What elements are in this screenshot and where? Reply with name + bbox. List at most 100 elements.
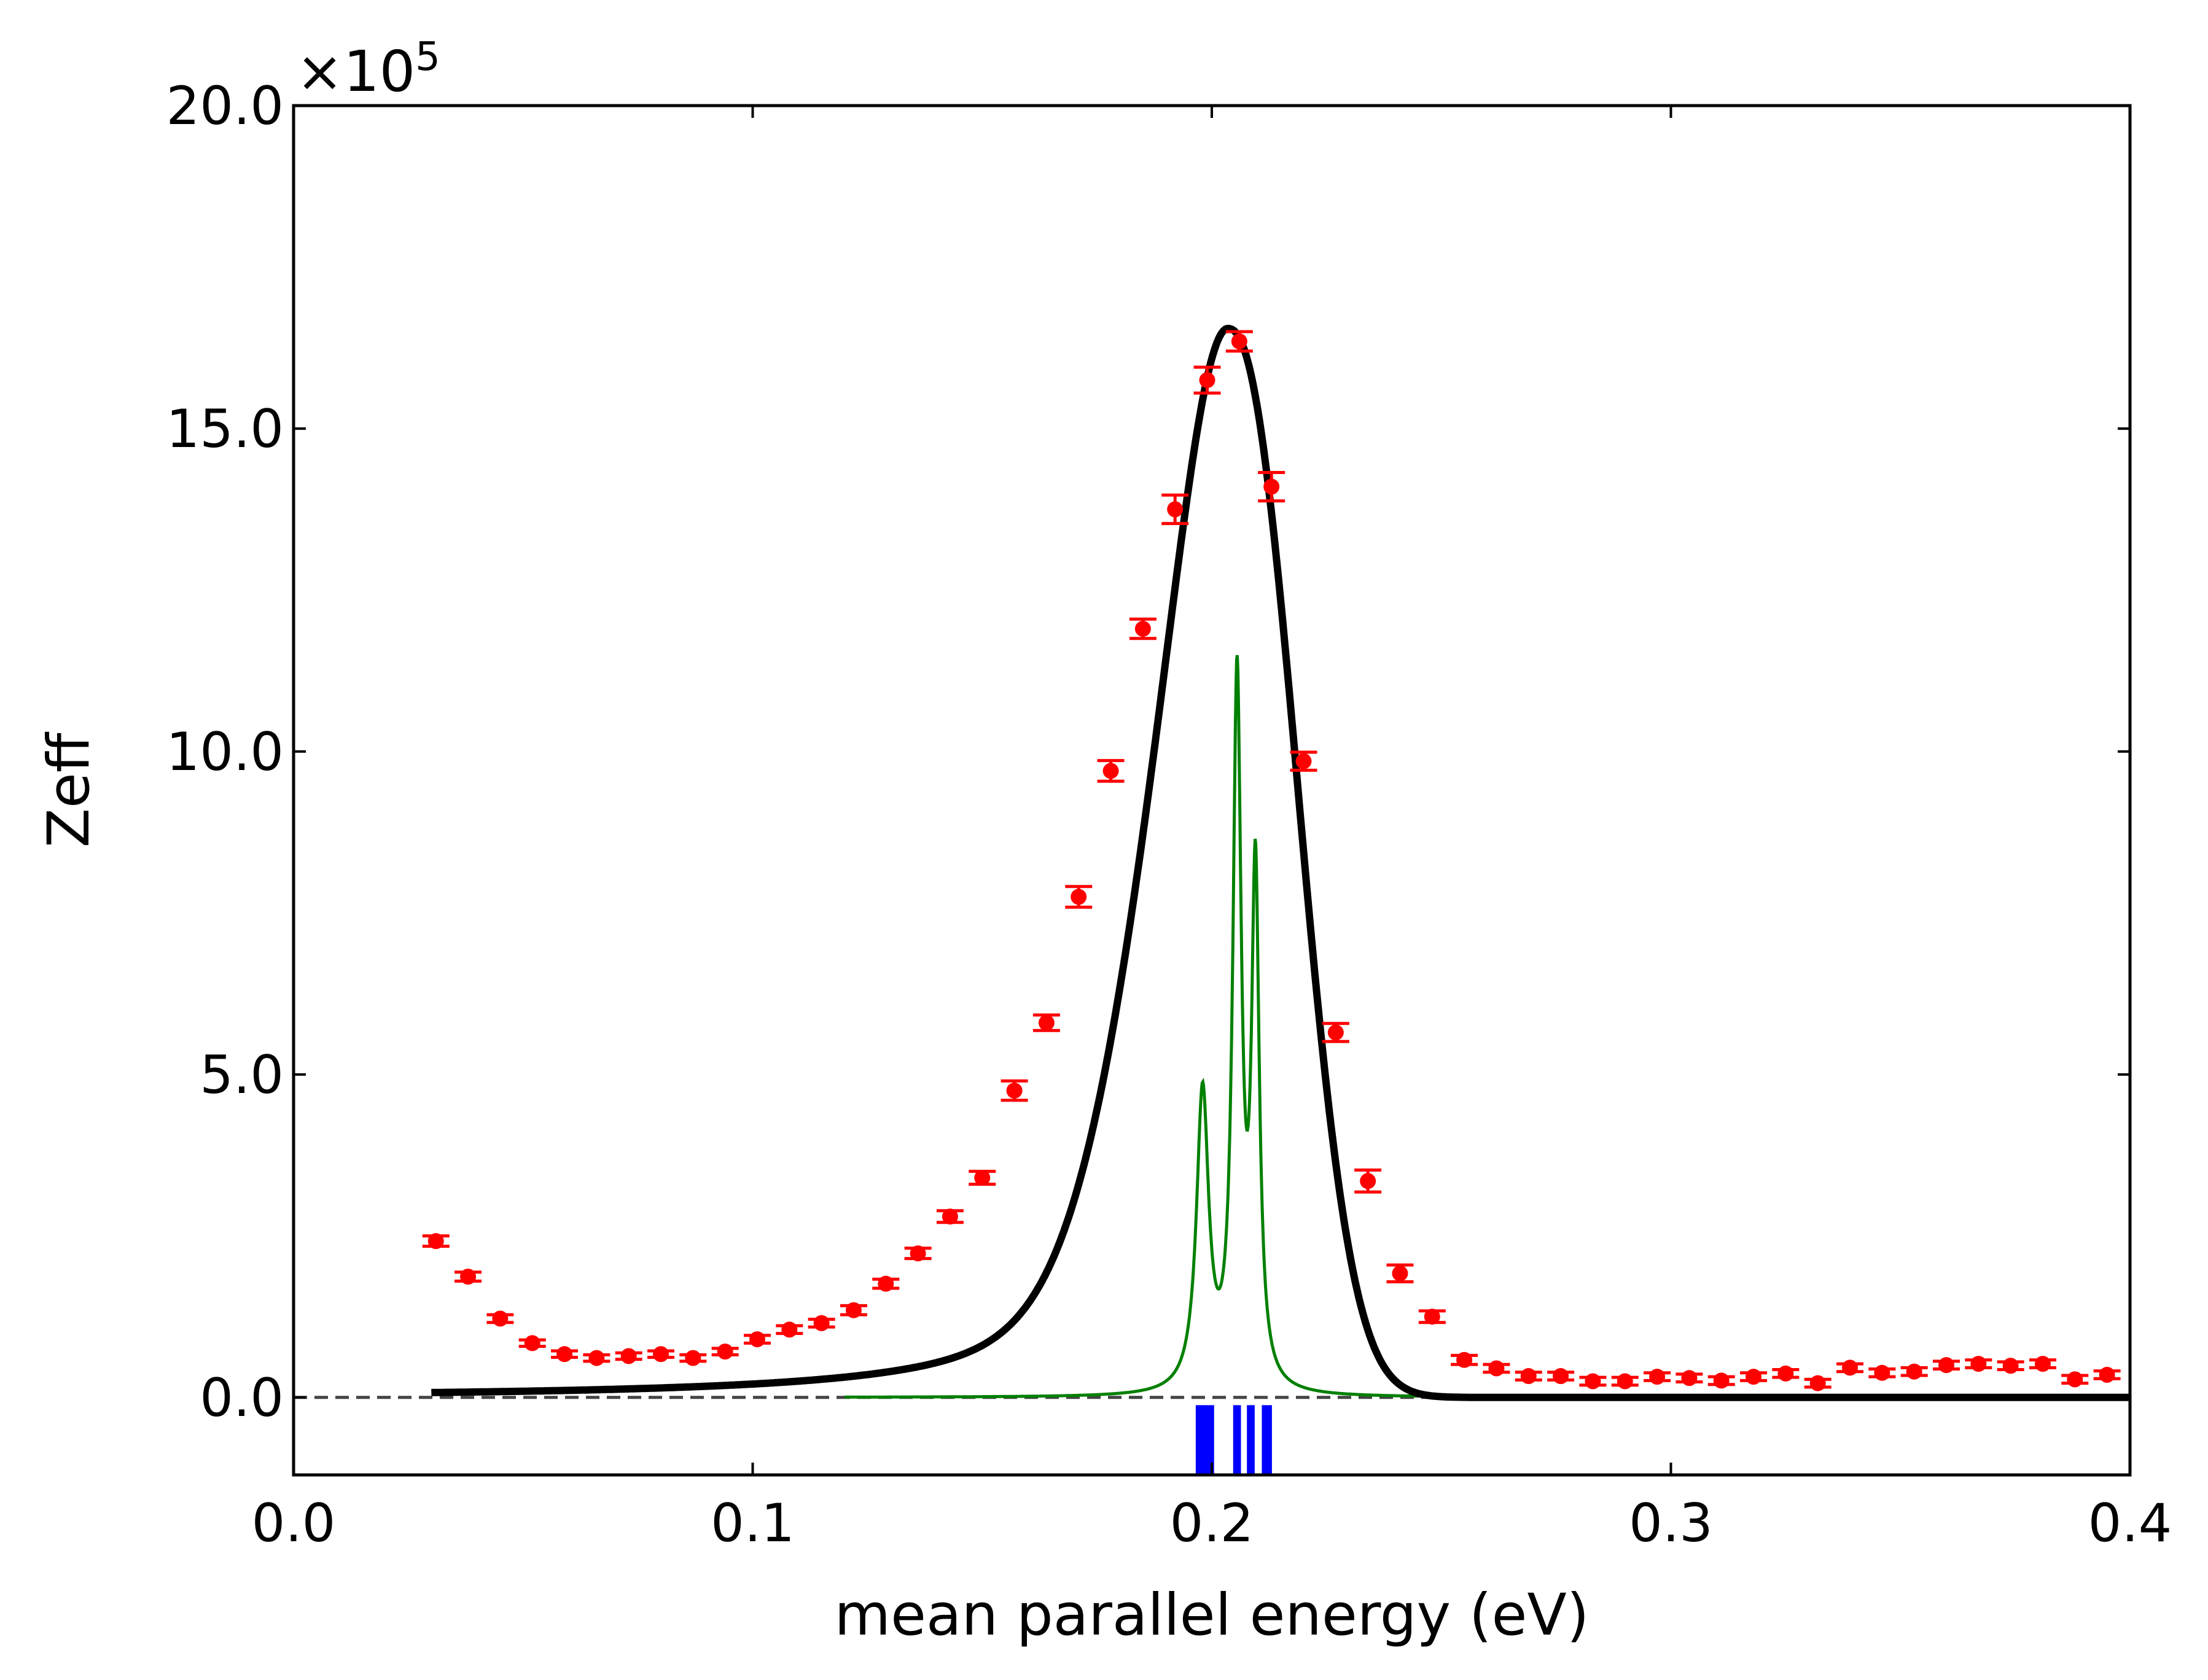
data-marker <box>1167 501 1184 518</box>
y-tick-label: 0.0 <box>200 1367 284 1429</box>
data-marker <box>1071 889 1087 905</box>
data-point-3 <box>486 1310 514 1327</box>
x-tick-label: 0.3 <box>1629 1493 1713 1554</box>
data-point-53 <box>2093 1366 2121 1383</box>
data-marker <box>1424 1309 1440 1325</box>
data-point-1 <box>422 1233 450 1250</box>
data-point-21 <box>1065 885 1093 909</box>
data-point-26 <box>1225 330 1253 353</box>
data-marker <box>2067 1371 2083 1388</box>
x-tick-label: 0.2 <box>1170 1493 1254 1554</box>
data-point-4 <box>518 1335 546 1351</box>
data-marker <box>653 1346 669 1363</box>
data-point-48 <box>1933 1357 1960 1374</box>
mode-bar-4 <box>1262 1405 1272 1475</box>
data-point-27 <box>1258 470 1285 503</box>
y-tick-label: 10.0 <box>166 721 284 783</box>
data-point-22 <box>1097 759 1125 783</box>
y-tick-label: 20.0 <box>166 76 284 137</box>
data-point-49 <box>1965 1356 1992 1372</box>
data-marker <box>1263 478 1280 495</box>
data-point-25 <box>1193 365 1221 395</box>
data-marker <box>1746 1369 1762 1385</box>
data-marker <box>1777 1365 1794 1382</box>
data-point-2 <box>454 1269 482 1285</box>
data-marker <box>1617 1373 1633 1390</box>
data-point-51 <box>2029 1356 2056 1372</box>
data-marker <box>1713 1372 1730 1389</box>
data-marker <box>460 1269 477 1285</box>
data-marker <box>427 1233 444 1250</box>
data-marker <box>1231 333 1247 349</box>
data-point-37 <box>1579 1373 1607 1390</box>
data-point-9 <box>679 1350 707 1366</box>
data-point-15 <box>872 1275 900 1292</box>
data-marker <box>878 1275 894 1292</box>
axis-text: mean parallel energy (eV) Zeff ×105 <box>36 34 1589 1649</box>
data-marker <box>1134 621 1151 637</box>
data-marker <box>1585 1373 1601 1390</box>
data-point-8 <box>647 1346 674 1363</box>
data-marker <box>717 1344 733 1360</box>
data-marker <box>1327 1024 1344 1041</box>
data-marker <box>813 1315 830 1331</box>
data-marker <box>1681 1370 1698 1386</box>
data-marker <box>1295 753 1312 769</box>
data-point-24 <box>1161 493 1189 526</box>
data-marker <box>1649 1369 1666 1385</box>
data-marker <box>1553 1368 1569 1385</box>
mode-bar-2 <box>1233 1405 1241 1475</box>
data-point-6 <box>583 1350 611 1366</box>
y-axis-label: Zeff <box>36 731 103 847</box>
data-point-45 <box>1836 1359 1864 1376</box>
y-tick-label: 15.0 <box>166 399 284 460</box>
data-marker <box>588 1350 605 1366</box>
data-point-39 <box>1644 1369 1671 1385</box>
y-tick-label: 5.0 <box>200 1044 284 1106</box>
data-point-10 <box>711 1344 739 1360</box>
data-point-11 <box>743 1331 771 1348</box>
data-marker <box>1970 1356 1987 1372</box>
data-point-14 <box>840 1302 867 1318</box>
data-marker <box>974 1170 991 1186</box>
data-point-50 <box>1997 1358 2024 1374</box>
data-point-29 <box>1322 1022 1349 1043</box>
data-marker <box>910 1245 926 1262</box>
data-point-47 <box>1900 1363 1928 1380</box>
data-point-23 <box>1129 617 1157 640</box>
data-point-20 <box>1032 1013 1060 1032</box>
data-marker <box>620 1348 637 1364</box>
data-marker <box>1906 1363 1922 1380</box>
data-marker <box>1102 763 1119 779</box>
data-marker <box>2002 1358 2019 1374</box>
data-marker <box>524 1335 540 1351</box>
data-marker <box>1488 1360 1505 1377</box>
data-point-35 <box>1515 1368 1542 1385</box>
data-point-5 <box>551 1346 579 1363</box>
data-point-33 <box>1451 1351 1478 1368</box>
data-marker <box>1006 1083 1023 1099</box>
data-marker <box>781 1321 798 1338</box>
data-marker <box>1842 1359 1859 1376</box>
data-point-34 <box>1483 1360 1510 1377</box>
y-scale-multiplier: ×105 <box>296 34 440 104</box>
data-point-12 <box>776 1321 803 1338</box>
data-point-52 <box>2061 1371 2089 1388</box>
x-tick-label: 0.0 <box>252 1493 336 1554</box>
fine-structure-line <box>845 655 1419 1399</box>
data-marker <box>2034 1356 2051 1372</box>
data-marker <box>1360 1173 1376 1189</box>
data-marker <box>845 1302 862 1318</box>
data-marker <box>749 1331 765 1348</box>
data-marker <box>556 1346 573 1363</box>
plot-area <box>294 324 2130 1475</box>
data-marker <box>1199 372 1215 389</box>
data-marker <box>2099 1366 2115 1383</box>
data-point-40 <box>1676 1370 1703 1386</box>
x-tick-label: 0.1 <box>711 1493 795 1554</box>
data-marker <box>942 1208 958 1225</box>
data-marker <box>1938 1357 1954 1374</box>
data-point-16 <box>904 1245 932 1262</box>
data-marker <box>1038 1014 1055 1031</box>
